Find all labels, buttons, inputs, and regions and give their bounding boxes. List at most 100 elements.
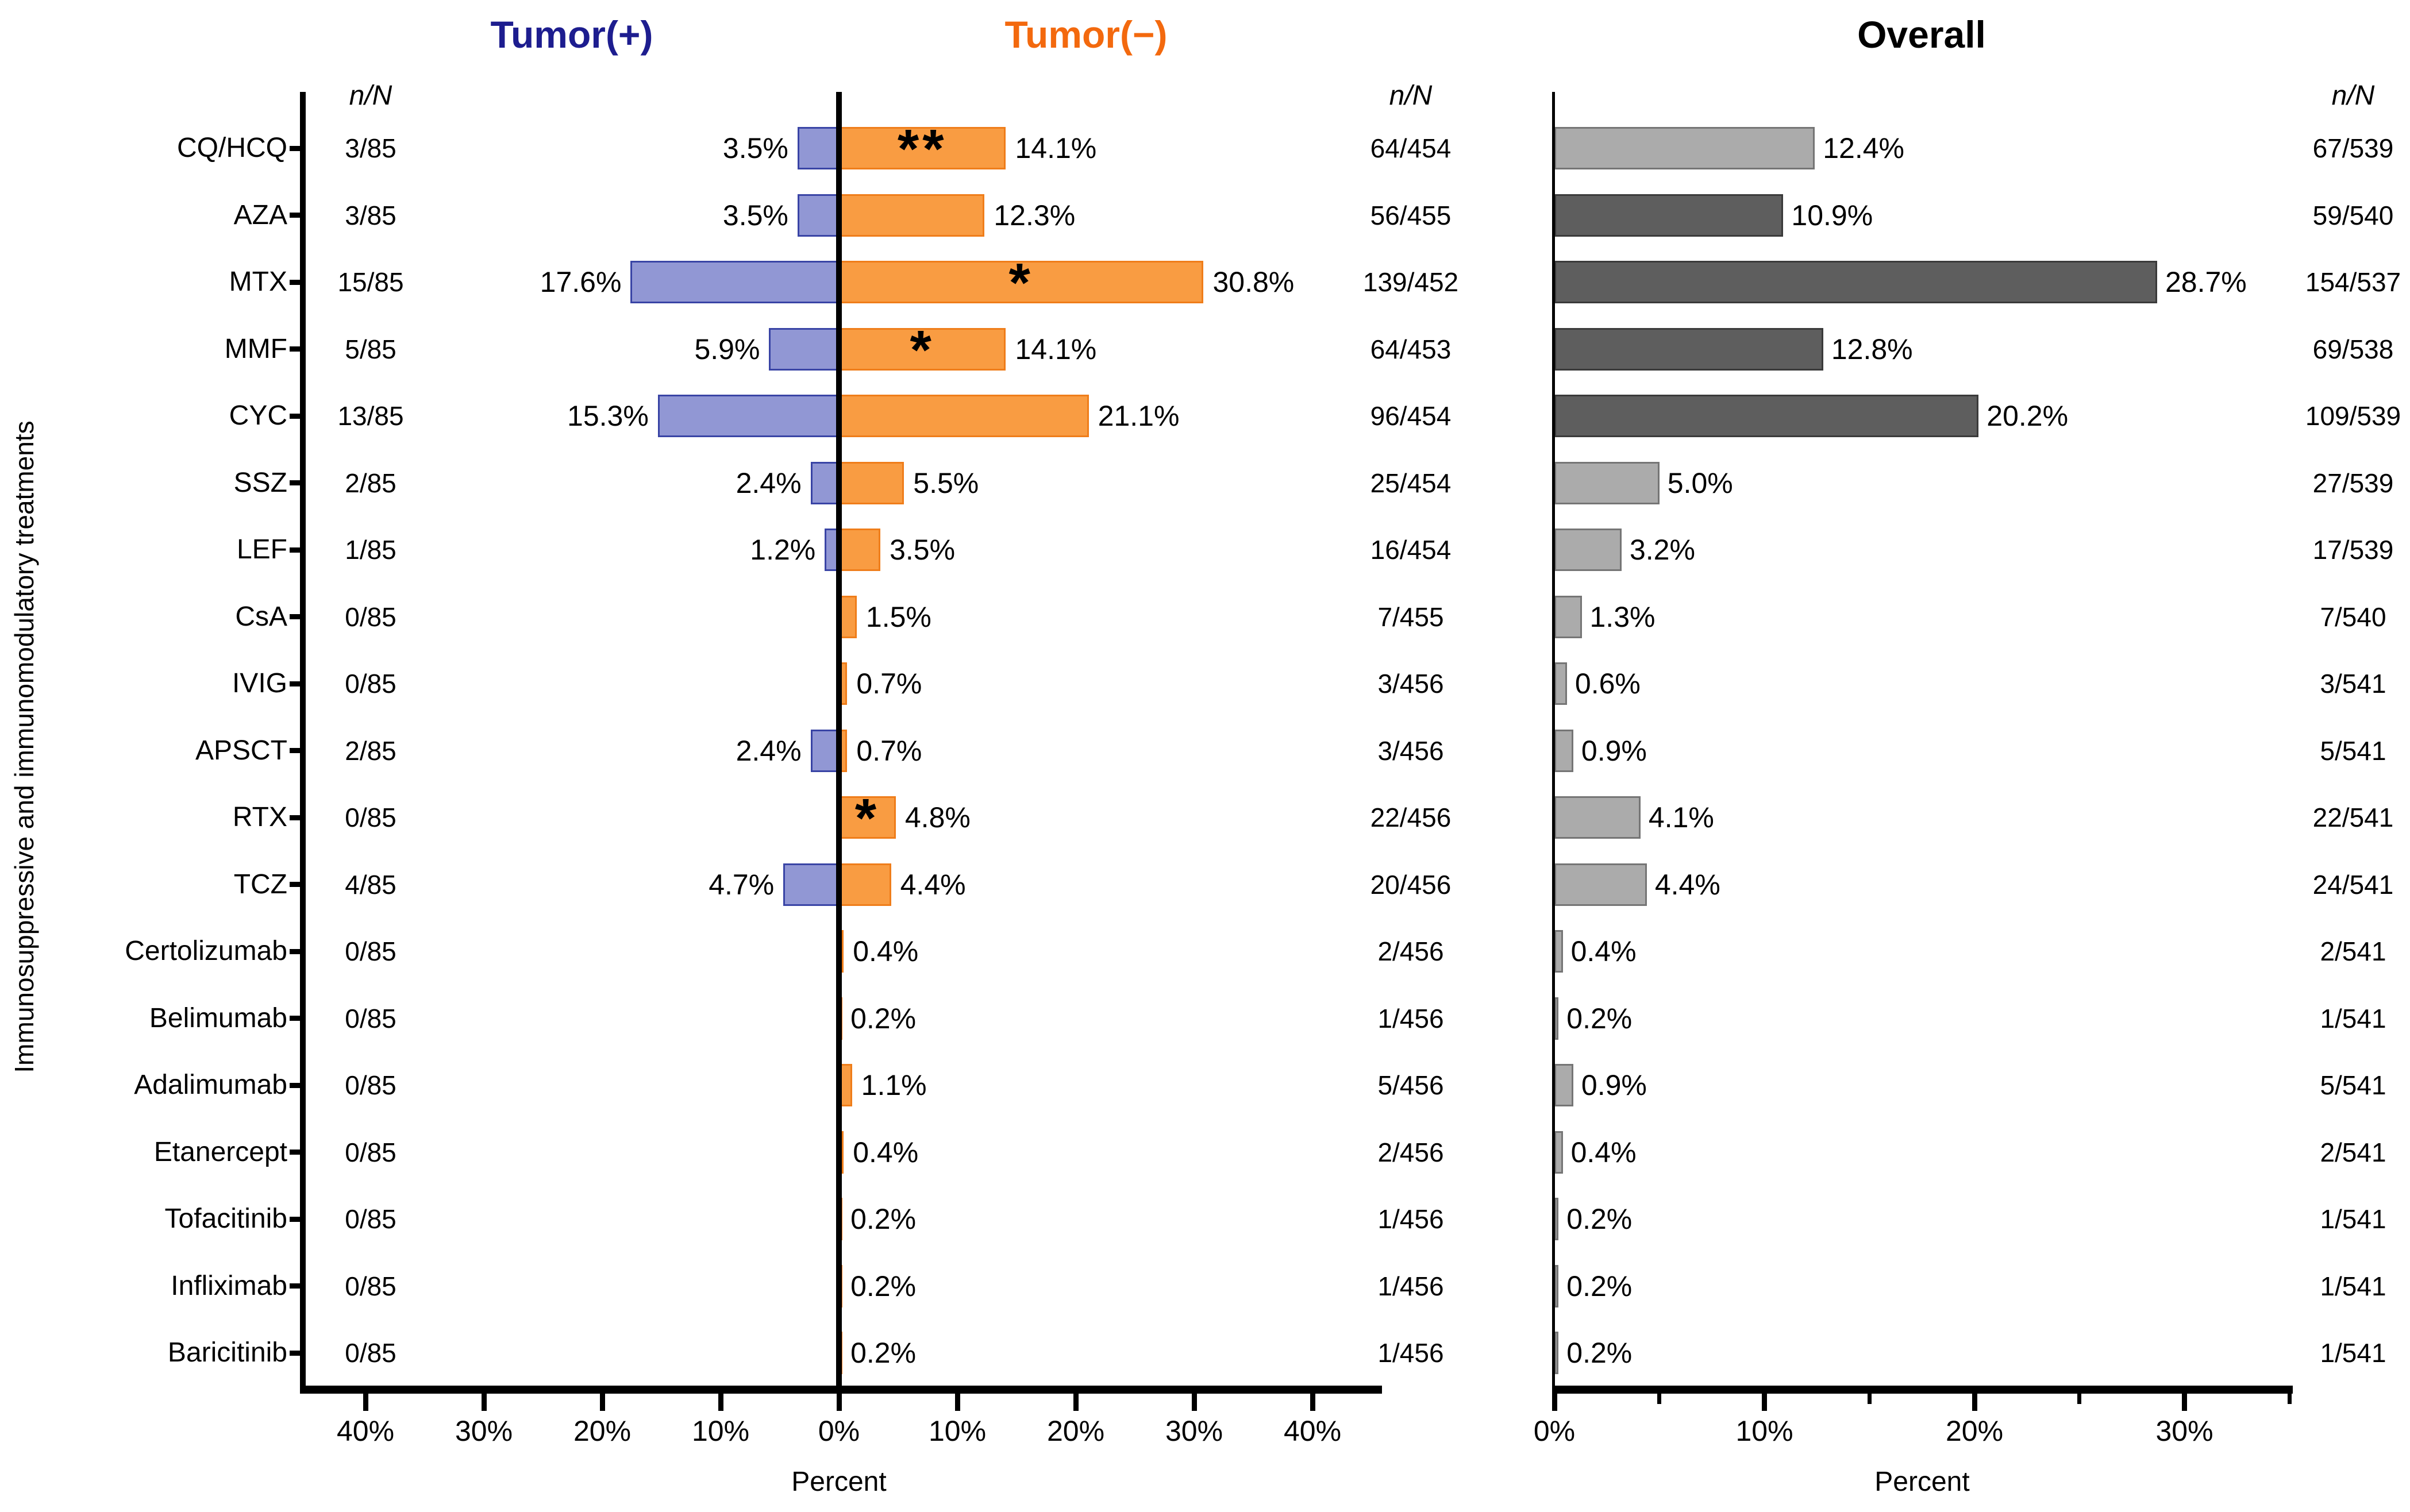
tumor-neg-bar xyxy=(839,127,1006,170)
tumor-pos-nN: 0/85 xyxy=(345,1338,396,1368)
tumor-pos-nN: 0/85 xyxy=(345,1204,396,1235)
tumor-pos-bar xyxy=(797,194,839,237)
tumor-neg-value: 12.3% xyxy=(994,199,1076,232)
y-axis-tick xyxy=(290,213,303,218)
x-axis-tick xyxy=(1191,1394,1197,1411)
tumor-neg-bar xyxy=(839,194,985,237)
y-axis-tick xyxy=(290,748,303,754)
x-axis-tick-label: 20% xyxy=(573,1415,632,1447)
x-axis-minor-tick xyxy=(2077,1394,2082,1404)
overall-bar xyxy=(1554,796,1641,839)
overall-nN: 27/539 xyxy=(2312,468,2394,498)
tumor-pos-bar xyxy=(783,863,839,906)
tumor-neg-value: 5.5% xyxy=(913,466,979,499)
tumor-pos-nN: 0/85 xyxy=(345,803,396,833)
tumor-neg-value: 4.8% xyxy=(904,801,971,834)
y-axis-tick xyxy=(290,614,303,620)
overall-value: 5.0% xyxy=(1667,466,1733,499)
overall-value: 4.4% xyxy=(1654,868,1720,901)
tumor-neg-nN: 1/456 xyxy=(1377,1204,1444,1235)
overall-nN: 5/541 xyxy=(2320,735,2386,766)
x-axis-minor-tick xyxy=(1867,1394,1872,1404)
tumor-neg-bar xyxy=(839,395,1089,438)
overall-nN: 1/541 xyxy=(2320,1338,2386,1368)
y-axis-tick xyxy=(290,1016,303,1021)
tumor-pos-value: 2.4% xyxy=(736,466,802,499)
overall-bar xyxy=(1554,395,1979,438)
x-axis-tick-label: 10% xyxy=(928,1415,987,1447)
overall-bar xyxy=(1554,729,1573,772)
x-axis-minor-tick xyxy=(2287,1394,2292,1404)
tumor-neg-nN: 25/454 xyxy=(1370,468,1452,498)
tumor-neg-bar xyxy=(839,327,1006,371)
overall-chart-x-axis-caption: Percent xyxy=(1874,1467,1970,1497)
nN-header-right: n/N xyxy=(2331,80,2375,111)
overall-bar xyxy=(1554,461,1660,504)
x-axis-minor-tick xyxy=(1657,1394,1662,1404)
overall-nN: 67/539 xyxy=(2312,133,2394,164)
x-axis-tick-label: 10% xyxy=(1735,1415,1793,1447)
tumor-pos-nN: 5/85 xyxy=(345,334,396,364)
treatment-label: Tofacitinib xyxy=(164,1204,287,1235)
treatment-label: Baricitinib xyxy=(167,1337,287,1368)
x-axis-tick xyxy=(954,1394,960,1411)
tumor-negative-title: Tumor(−) xyxy=(1004,13,1168,56)
tumor-neg-value: 14.1% xyxy=(1015,132,1097,165)
overall-value: 0.2% xyxy=(1566,1002,1633,1035)
overall-chart-x-axis-line xyxy=(1552,1386,2293,1394)
overall-nN: 59/540 xyxy=(2312,200,2394,230)
overall-nN: 1/541 xyxy=(2320,1271,2386,1301)
treatment-label: TCZ xyxy=(233,869,287,900)
x-axis-tick xyxy=(2182,1394,2187,1411)
overall-bar xyxy=(1554,1264,1559,1307)
overall-value: 20.2% xyxy=(1986,400,2069,433)
tumor-pos-nN: 3/85 xyxy=(345,200,396,230)
treatment-label: Certolizumab xyxy=(125,936,287,967)
tumor-neg-nN: 20/456 xyxy=(1370,869,1452,900)
overall-value: 4.1% xyxy=(1648,801,1714,834)
significance-marker: * xyxy=(854,788,880,850)
treatment-label: Infliximab xyxy=(171,1270,287,1301)
tumor-neg-nN: 64/454 xyxy=(1370,133,1452,164)
x-axis-tick xyxy=(1073,1394,1079,1411)
tumor-pos-value: 4.7% xyxy=(709,868,775,901)
overall-nN: 69/538 xyxy=(2312,334,2394,364)
tumor-neg-value: 0.4% xyxy=(853,1136,919,1168)
x-axis-tick-label: 0% xyxy=(1533,1415,1576,1447)
left-chart-zero-line xyxy=(836,92,842,1394)
treatment-label: RTX xyxy=(232,802,287,833)
y-axis-tick xyxy=(290,1216,303,1222)
overall-value: 0.2% xyxy=(1566,1337,1633,1370)
overall-value: 0.9% xyxy=(1581,734,1647,767)
x-axis-tick-label: 30% xyxy=(1165,1415,1223,1447)
x-axis-tick xyxy=(836,1394,842,1411)
treatment-label: Adalimumab xyxy=(134,1070,287,1101)
overall-bar xyxy=(1554,194,1784,237)
overall-nN: 1/541 xyxy=(2320,1204,2386,1235)
left-chart-y-axis-line xyxy=(300,92,306,1394)
tumor-pos-value: 3.5% xyxy=(722,199,788,232)
overall-bar xyxy=(1554,127,1815,170)
tumor-neg-value: 0.2% xyxy=(850,1337,917,1370)
tumor-neg-bar xyxy=(839,461,904,504)
overall-bar xyxy=(1554,1198,1559,1241)
y-axis-tick xyxy=(290,413,303,419)
treatment-label: SSZ xyxy=(233,467,287,498)
x-axis-tick-label: 0% xyxy=(818,1415,860,1447)
overall-nN: 24/541 xyxy=(2312,869,2394,900)
treatment-label: MTX xyxy=(229,267,287,298)
overall-value: 1.3% xyxy=(1589,600,1656,633)
overall-bar xyxy=(1554,930,1563,973)
left-chart-x-axis-caption: Percent xyxy=(791,1467,887,1497)
tumor-neg-value: 4.4% xyxy=(900,868,966,901)
tumor-neg-bar xyxy=(839,529,881,572)
tumor-pos-bar xyxy=(810,461,839,504)
overall-value: 0.6% xyxy=(1574,668,1641,700)
tumor-neg-nN: 7/455 xyxy=(1377,601,1444,632)
y-axis-tick xyxy=(290,279,303,285)
tumor-pos-value: 1.2% xyxy=(750,534,816,566)
tumor-neg-bar xyxy=(839,261,1204,304)
tumor-pos-nN: 3/85 xyxy=(345,133,396,164)
overall-bar xyxy=(1554,529,1622,572)
overall-value: 12.8% xyxy=(1831,333,1913,365)
